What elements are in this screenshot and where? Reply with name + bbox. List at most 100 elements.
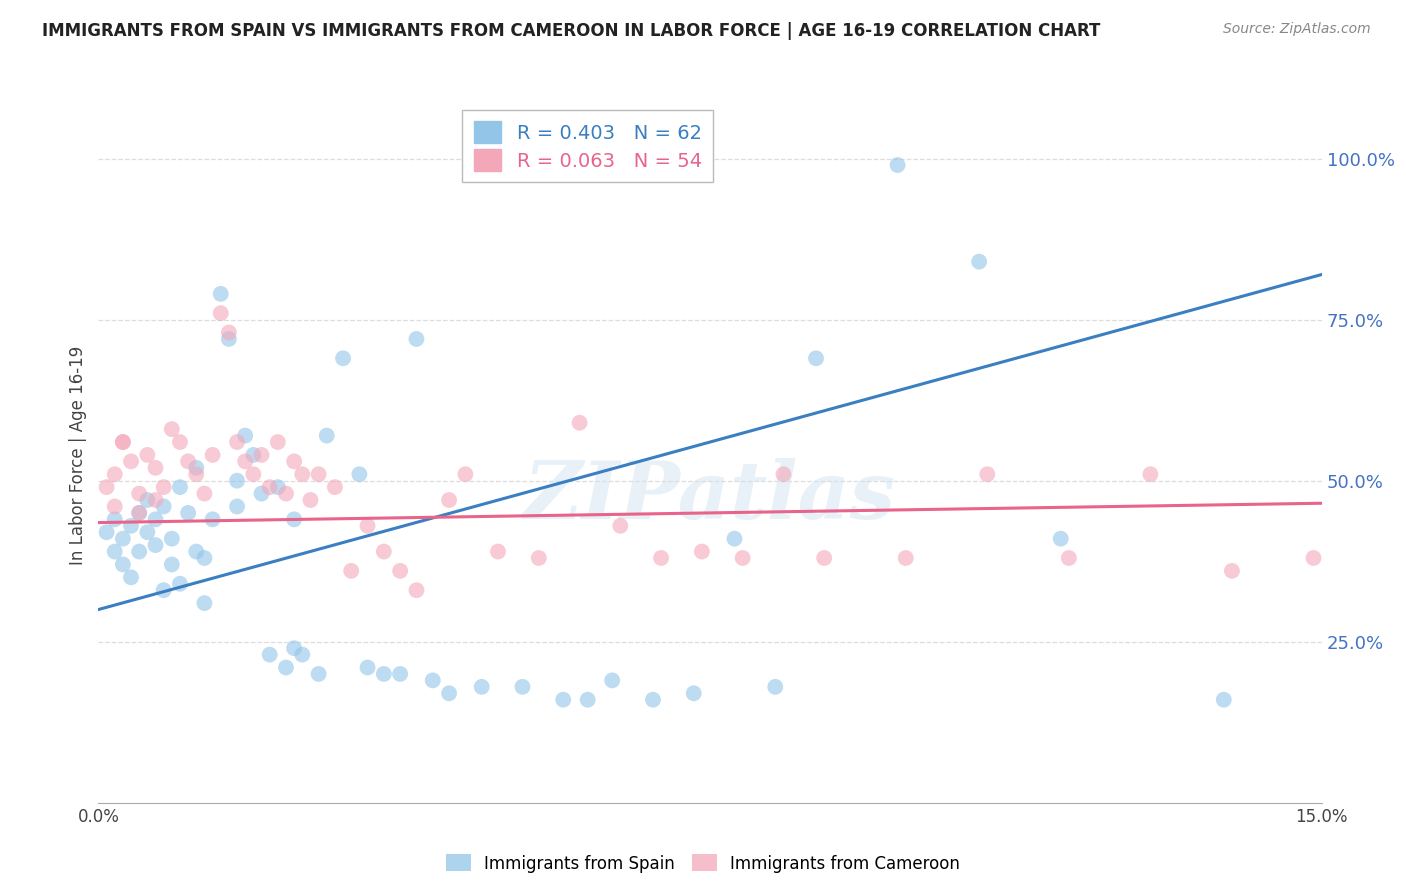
Point: [250, 448, 273, 462]
Point: [152, 480, 174, 494]
Point: [332, 351, 354, 366]
Point: [193, 486, 215, 500]
Legend: R = 0.403   N = 62, R = 0.063   N = 54: R = 0.403 N = 62, R = 0.063 N = 54: [463, 110, 713, 182]
Point: [186, 460, 208, 475]
Point: [437, 493, 460, 508]
Point: [1139, 467, 1161, 482]
Point: [389, 667, 412, 681]
Point: [209, 286, 232, 301]
Point: [96, 525, 118, 540]
Point: [405, 583, 427, 598]
Point: [356, 660, 378, 674]
Point: [976, 467, 998, 482]
Y-axis label: In Labor Force | Age 16-19: In Labor Force | Age 16-19: [69, 345, 87, 565]
Point: [967, 254, 990, 268]
Point: [299, 493, 322, 508]
Point: [226, 435, 249, 450]
Point: [527, 551, 550, 566]
Point: [233, 428, 256, 442]
Point: [291, 467, 314, 482]
Point: [120, 518, 142, 533]
Point: [160, 532, 183, 546]
Point: [152, 500, 174, 514]
Point: [145, 493, 167, 508]
Point: [104, 467, 127, 482]
Point: [209, 306, 232, 320]
Point: [145, 538, 167, 552]
Point: [471, 680, 494, 694]
Point: [186, 544, 208, 558]
Point: [576, 692, 599, 706]
Point: [422, 673, 444, 688]
Point: [690, 544, 713, 558]
Point: [308, 667, 330, 681]
Text: Source: ZipAtlas.com: Source: ZipAtlas.com: [1223, 22, 1371, 37]
Point: [283, 641, 305, 656]
Point: [128, 506, 150, 520]
Point: [201, 512, 224, 526]
Point: [274, 486, 297, 500]
Point: [267, 480, 290, 494]
Point: [128, 544, 150, 558]
Point: [283, 512, 305, 526]
Point: [486, 544, 509, 558]
Point: [267, 435, 290, 450]
Point: [104, 512, 127, 526]
Point: [104, 500, 127, 514]
Point: [772, 467, 794, 482]
Point: [1057, 551, 1080, 566]
Point: [763, 680, 786, 694]
Point: [315, 428, 337, 442]
Point: [242, 467, 264, 482]
Point: [111, 532, 134, 546]
Point: [454, 467, 477, 482]
Point: [600, 673, 623, 688]
Point: [145, 460, 167, 475]
Point: [1302, 551, 1324, 566]
Point: [609, 518, 631, 533]
Point: [111, 435, 134, 450]
Point: [389, 564, 412, 578]
Point: [218, 326, 240, 340]
Point: [136, 448, 159, 462]
Point: [340, 564, 363, 578]
Point: [136, 493, 159, 508]
Point: [356, 518, 378, 533]
Point: [96, 480, 118, 494]
Point: [723, 532, 745, 546]
Point: [111, 435, 134, 450]
Text: IMMIGRANTS FROM SPAIN VS IMMIGRANTS FROM CAMEROON IN LABOR FORCE | AGE 16-19 COR: IMMIGRANTS FROM SPAIN VS IMMIGRANTS FROM…: [42, 22, 1101, 40]
Point: [283, 454, 305, 468]
Point: [201, 448, 224, 462]
Point: [177, 506, 200, 520]
Point: [731, 551, 754, 566]
Point: [259, 648, 281, 662]
Point: [160, 422, 183, 436]
Point: [233, 454, 256, 468]
Legend: Immigrants from Spain, Immigrants from Cameroon: Immigrants from Spain, Immigrants from C…: [439, 847, 967, 880]
Point: [373, 544, 395, 558]
Point: [120, 454, 142, 468]
Point: [291, 648, 314, 662]
Point: [553, 692, 575, 706]
Point: [193, 551, 215, 566]
Point: [308, 467, 330, 482]
Point: [568, 416, 591, 430]
Point: [886, 158, 908, 172]
Point: [120, 570, 142, 584]
Point: [813, 551, 835, 566]
Point: [177, 454, 200, 468]
Point: [145, 512, 167, 526]
Point: [1220, 564, 1243, 578]
Point: [641, 692, 664, 706]
Point: [323, 480, 346, 494]
Point: [804, 351, 827, 366]
Point: [128, 486, 150, 500]
Point: [169, 480, 191, 494]
Point: [160, 558, 183, 572]
Point: [169, 435, 191, 450]
Point: [226, 500, 249, 514]
Point: [373, 667, 395, 681]
Point: [104, 544, 127, 558]
Point: [259, 480, 281, 494]
